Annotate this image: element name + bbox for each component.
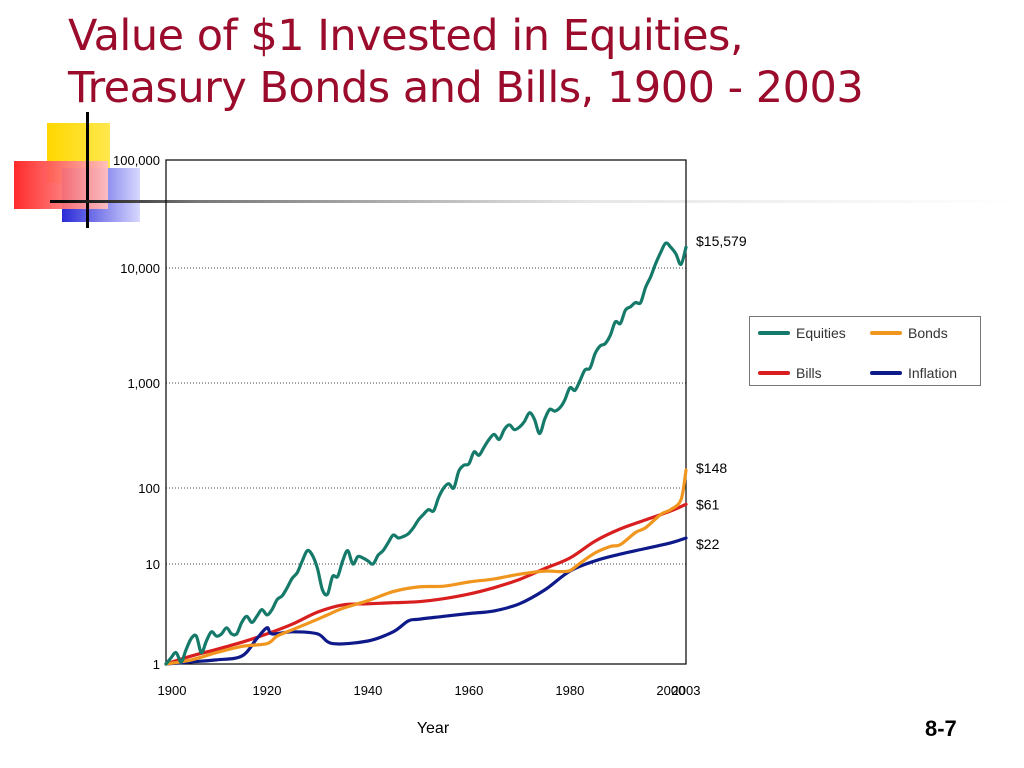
series-line-bills [164,502,688,666]
legend-swatch-inflation [870,371,902,375]
legend-label-bills: Bills [796,365,822,381]
legend-item-bills: Bills [758,365,822,381]
legend-label-equities: Equities [796,325,846,341]
plot-frame [165,159,687,665]
slide-title-line-2: Treasury Bonds and Bills, 1900 - 2003 [68,63,864,113]
y-tick-label: 100,000 [113,153,160,168]
legend-swatch-bonds [870,331,902,335]
end-value-label-bonds: $148 [696,460,727,476]
legend-label-bonds: Bonds [908,325,948,341]
x-tick-label: 1960 [454,683,483,698]
series-line-inflation [164,536,688,666]
x-axis-label: Year [417,720,450,737]
x-tick-label: 2000 [656,683,685,698]
x-tick-label: 2003 [672,683,701,698]
series-line-equities [164,241,688,666]
legend-label-inflation: Inflation [908,365,958,381]
page-number: 8-7 [925,716,957,741]
legend-swatch-bills [758,371,790,375]
legend-swatch-equities [758,331,790,335]
x-tick-label: 1980 [555,683,584,698]
x-tick-label: 1940 [353,683,382,698]
y-tick-label: 1 [153,657,160,672]
legend-item-bonds: Bonds [870,325,948,341]
y-tick-label: 1,000 [127,376,160,391]
x-tick-label: 1900 [158,683,187,698]
x-tick-label: 1920 [253,683,282,698]
end-value-label-inflation: $22 [696,536,720,552]
decorative-corner-graphic [14,112,1020,228]
chart-legend: Equities Bonds Bills Inflation [749,316,981,386]
end-value-label-equities: $15,579 [696,233,747,249]
slide-title: Value of $1 Invested in Equities, Treasu… [68,10,1008,114]
slide-title-line-1: Value of $1 Invested in Equities, [68,11,744,61]
legend-item-equities: Equities [758,325,846,341]
legend-item-inflation: Inflation [870,365,957,381]
series-line-bonds [164,468,688,666]
end-value-label-bills: $61 [696,496,720,512]
y-tick-label: 10 [146,557,160,572]
y-tick-label: 10,000 [120,261,160,276]
y-tick-label: 100 [138,481,160,496]
